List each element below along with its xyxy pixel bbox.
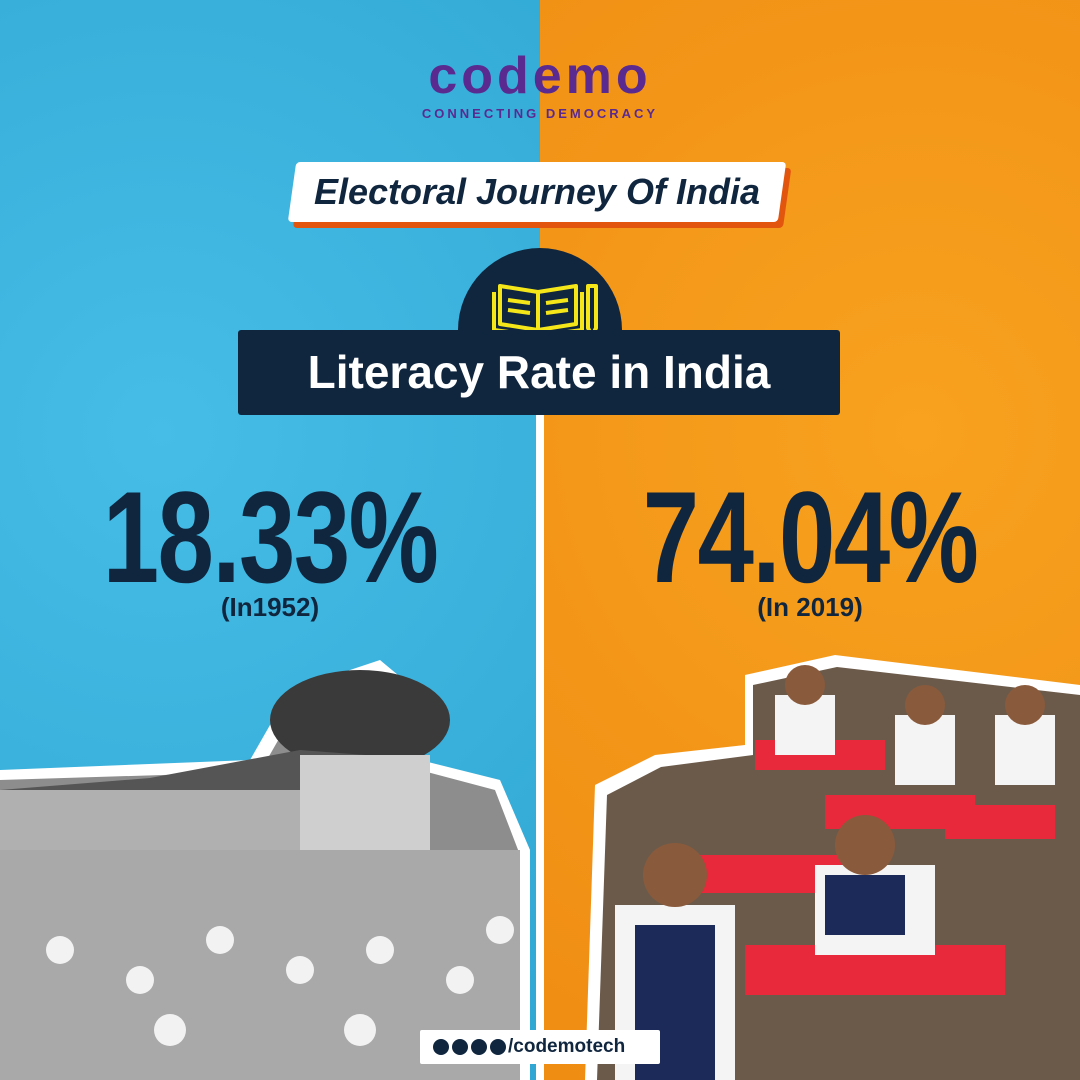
stat-caption: (In 2019) (757, 592, 863, 622)
logo-name: codemo (428, 47, 652, 105)
logo: codemo CONNECTING DEMOCRACY (0, 50, 1080, 121)
social-handle: /codemotech (420, 1030, 660, 1064)
stat-value: 74.04% (642, 464, 979, 610)
social-icons (433, 1039, 506, 1055)
divider (536, 415, 544, 1080)
classroom-photo (585, 655, 1080, 1080)
banner-title: Electoral Journey Of India (313, 171, 761, 212)
logo-tagline: CONNECTING DEMOCRACY (421, 106, 659, 121)
handle-text: /codemotech (508, 1036, 626, 1057)
heading: Literacy Rate in India (238, 330, 840, 415)
stat-caption: (In1952) (220, 592, 320, 622)
old-school-photo (0, 660, 530, 1080)
stat-value: 18.33% (102, 464, 439, 610)
